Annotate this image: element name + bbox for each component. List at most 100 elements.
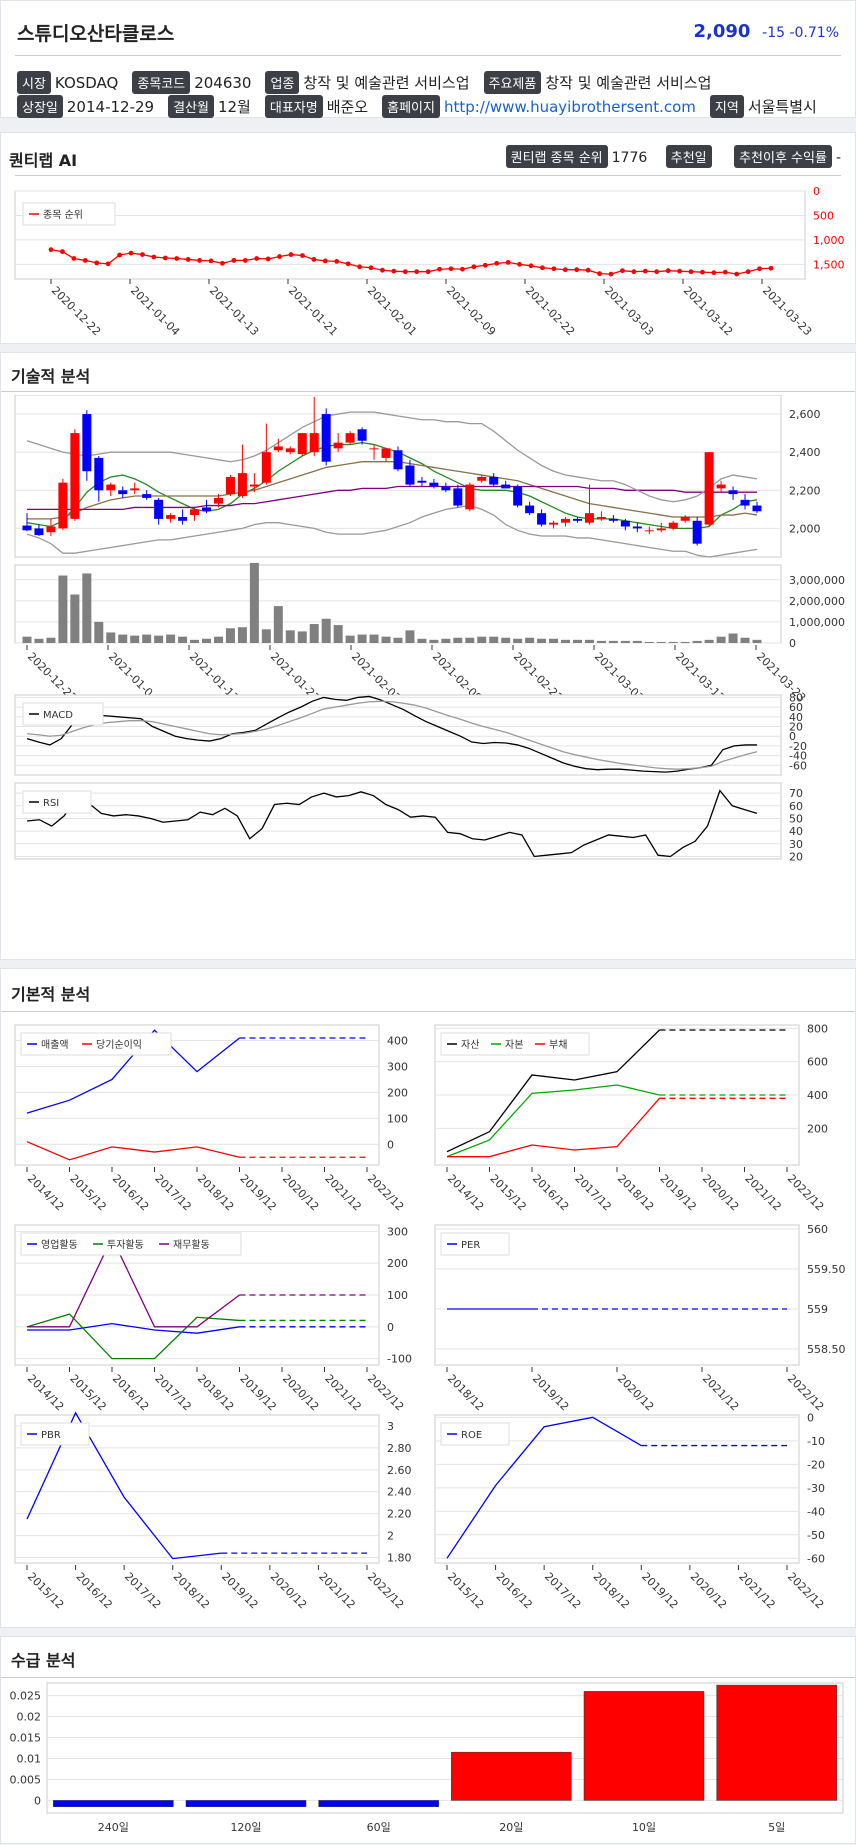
x-tick-label: 2017/12 [152,1372,194,1414]
info-label: 상장일 [17,95,63,118]
x-tick-label: 2022/12 [785,1372,827,1414]
info-label: 대표자명 [264,95,323,118]
volume-bar [752,639,762,643]
rank-point [562,267,568,273]
volume-bar [740,637,750,643]
info-label: 시장 [17,71,51,94]
supply-chart: 0 0.005 0.01 0.015 0.02 0.025 240일 120일 60일 20일 10… [10,1682,844,1834]
plot-area [14,782,782,860]
y-tick-label: 80 [789,691,803,704]
rank-point [505,259,511,265]
candle-body [249,484,259,487]
info-value: 12월 [217,98,251,116]
y-tick-label: 0.02 [17,1711,42,1724]
y-tick-label: 560 [807,1223,828,1236]
rank-point [414,269,420,275]
x-tick-label: 60일 [367,1820,391,1834]
rank-point [368,265,374,271]
data-line [26,1411,222,1560]
x-tick-label: 2018/12 [445,1372,487,1414]
volume-bar [82,573,92,643]
x-tick-label: 2021/12 [322,1172,364,1214]
candle-body [692,520,702,544]
volume-bar [213,636,223,643]
supply-bar [451,1751,572,1801]
y-tick-label: 100 [387,1289,408,1302]
candle-body [297,433,307,455]
volume-bar [261,629,271,643]
x-tick-label: 2020/12 [700,1172,742,1214]
x-tick-label: 2021/12 [322,1372,364,1414]
y-tick-label: 2,200 [789,484,821,497]
rank-point [437,266,442,272]
quantilab-summary: 퀀티랩 종목 순위 1776 추천일 추천이후 수익률 - [505,145,841,168]
rank-label: 퀀티랩 종목 순위 [505,145,608,168]
rank-point [585,267,591,273]
volume-bar [178,636,188,643]
legend-box [20,1232,242,1256]
info-value: 창작 및 예술관련 서비스업 [303,74,470,92]
rank-point [574,267,580,273]
x-tick-label: 2021-03-23 [760,284,814,338]
stock-name: 스튜디오산타클로스 [17,23,175,45]
y-tick-label: -50 [807,1529,825,1542]
candle-body [261,452,271,483]
x-tick-label: 2015/12 [67,1172,109,1214]
x-tick-label: 2016/12 [493,1570,535,1612]
return-value: - [835,150,841,166]
info-value: 204630 [194,74,252,92]
macd-line [26,695,757,773]
technical-chart: 2,000 2,200 2,400 2,600 0 1,000,000 2,000,000 3… [14,395,845,863]
volume-bar [441,638,451,643]
volume-bar [357,634,367,643]
volume-bar [489,636,499,643]
info-value: 서울특별시 [747,98,817,116]
rank-point [345,261,351,267]
data-line [27,1322,240,1334]
candle-body [82,414,92,472]
rank-point [380,267,385,273]
x-tick-label: 2018/12 [591,1570,633,1612]
data-line [446,1084,660,1158]
volume-bar [680,641,690,643]
rank-point [768,265,774,271]
candle-body [608,518,618,521]
x-tick-label: 2019/12 [639,1570,681,1612]
legend-label: 자본 [505,1039,523,1051]
y-tick-label: 559.50 [807,1263,846,1276]
volume-bar [118,634,128,643]
volume-bar [429,639,439,643]
info-label: 결산월 [168,95,214,118]
rank-point [94,260,100,266]
rank-point [620,268,625,274]
info-value: KOSDAQ [54,74,119,92]
x-tick-label: 2015/12 [487,1172,529,1214]
y-tick-label: 1,000,000 [789,616,845,629]
volume-bar [58,575,68,643]
candle-body [237,473,247,497]
divider [15,175,841,176]
x-tick-label: 2021-03-12 [681,284,735,338]
rank-point [608,271,614,277]
volume-bar [596,640,606,643]
y-tick-label: 50 [789,812,803,825]
volume-bar [572,639,582,643]
info-label: 지역 [709,95,744,118]
candle-body [178,516,188,521]
candle-body [321,414,331,462]
volume-bar [166,634,176,643]
moving-average-line [26,504,758,558]
homepage-link[interactable]: http://www.huayibrothersent.com [443,98,696,116]
candle-body [345,433,355,443]
volume-bar [644,641,654,643]
volume-bar [333,625,343,643]
y-tick-label: -30 [807,1482,825,1495]
candle-body [118,490,128,495]
supply-bar [716,1684,837,1801]
y-tick-label: 1,000 [813,234,845,247]
rank-point [540,265,545,271]
y-tick-label: 100 [387,1112,408,1125]
candle-body [704,452,714,525]
supply-bar [318,1800,439,1807]
candle-body [668,522,678,529]
